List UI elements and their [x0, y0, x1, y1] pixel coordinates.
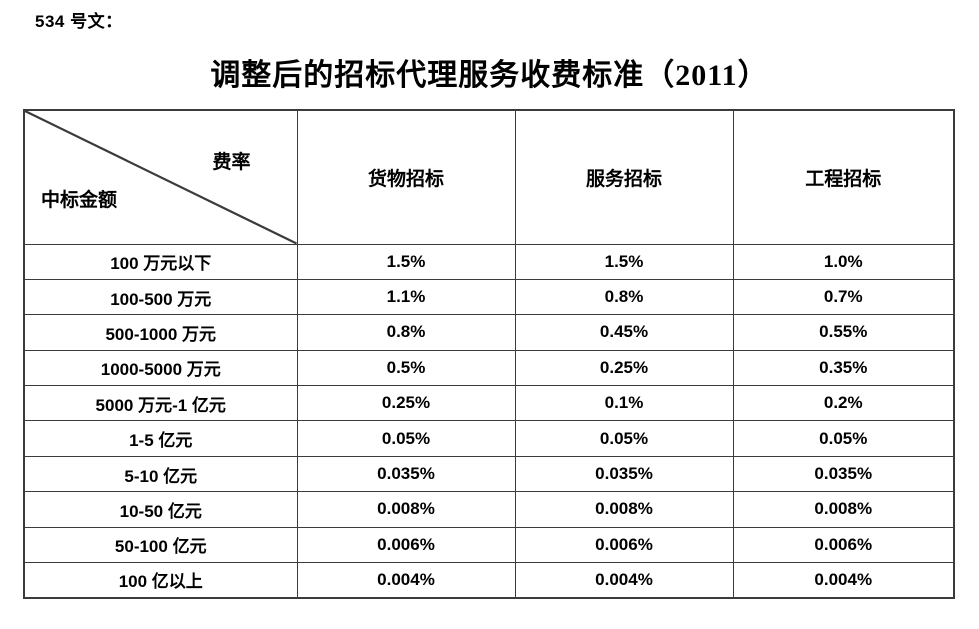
table-row: 500-1000 万元 0.8% 0.45% 0.55%	[23, 314, 955, 351]
rate-cell: 0.05%	[514, 420, 734, 457]
rate-cell: 0.035%	[514, 455, 734, 493]
rate-cell: 0.004%	[296, 562, 516, 599]
row-label: 1-5 亿元	[23, 420, 298, 457]
rate-cell: 0.05%	[296, 420, 516, 457]
corner-header-cell: 费率 中标金额	[23, 109, 298, 245]
rate-cell: 0.25%	[296, 385, 516, 422]
table-body: 100 万元以下 1.5% 1.5% 1.0% 100-500 万元 1.1% …	[23, 243, 955, 599]
corner-rate-label: 费率	[212, 152, 251, 173]
rate-cell: 0.008%	[514, 491, 734, 528]
rate-cell: 0.035%	[732, 455, 955, 493]
row-label: 5000 万元-1 亿元	[23, 385, 298, 422]
corner-amount-label: 中标金额	[41, 189, 118, 211]
rate-cell: 0.004%	[732, 562, 955, 599]
rate-cell: 0.7%	[732, 278, 955, 316]
row-label: 100 万元以下	[23, 243, 298, 280]
row-label: 50-100 亿元	[23, 526, 298, 564]
table-row: 5000 万元-1 亿元 0.25% 0.1% 0.2%	[23, 385, 955, 422]
column-header-engineering: 工程招标	[732, 109, 955, 245]
rate-cell: 1.0%	[732, 243, 955, 280]
rate-cell: 0.035%	[296, 455, 516, 493]
rate-cell: 0.006%	[732, 526, 955, 564]
rate-cell: 1.1%	[296, 278, 516, 316]
table-row: 100 万元以下 1.5% 1.5% 1.0%	[23, 243, 955, 280]
rate-cell: 0.8%	[296, 314, 516, 351]
rate-cell: 0.55%	[732, 314, 955, 351]
table-row: 1000-5000 万元 0.5% 0.25% 0.35%	[23, 349, 955, 387]
table-row: 5-10 亿元 0.035% 0.035% 0.035%	[23, 455, 955, 493]
row-label: 100-500 万元	[23, 278, 298, 316]
rate-cell: 0.004%	[514, 562, 734, 599]
row-label: 100 亿以上	[23, 562, 298, 599]
table-row: 100-500 万元 1.1% 0.8% 0.7%	[23, 278, 955, 316]
rate-cell: 1.5%	[514, 243, 734, 280]
table-row: 100 亿以上 0.004% 0.004% 0.004%	[23, 562, 955, 599]
column-header-services: 服务招标	[514, 109, 734, 245]
doc-number-label: 534 号文：	[35, 12, 123, 31]
rate-cell: 0.1%	[514, 385, 734, 422]
rate-cell: 0.008%	[732, 491, 955, 528]
header-row: 费率 中标金额 货物招标 服务招标 工程招标	[23, 109, 955, 245]
table-header: 费率 中标金额 货物招标 服务招标 工程招标	[23, 109, 955, 245]
rate-cell: 0.006%	[296, 526, 516, 564]
rate-cell: 0.008%	[296, 491, 516, 528]
row-label: 5-10 亿元	[23, 455, 298, 493]
table-row: 50-100 亿元 0.006% 0.006% 0.006%	[23, 526, 955, 564]
rate-cell: 0.45%	[514, 314, 734, 351]
rate-cell: 0.006%	[514, 526, 734, 564]
rate-cell: 0.05%	[732, 420, 955, 457]
row-label: 10-50 亿元	[23, 491, 298, 528]
diagonal-divider-line	[25, 111, 296, 243]
rate-cell: 0.8%	[514, 278, 734, 316]
column-header-goods: 货物招标	[296, 109, 516, 245]
rate-cell: 0.2%	[732, 385, 955, 422]
rate-cell: 0.5%	[296, 349, 516, 387]
row-label: 500-1000 万元	[23, 314, 298, 351]
row-label: 1000-5000 万元	[23, 349, 298, 387]
rate-cell: 0.25%	[514, 349, 734, 387]
page-title: 调整后的招标代理服务收费标准（2011）	[210, 59, 769, 92]
table-row: 1-5 亿元 0.05% 0.05% 0.05%	[23, 420, 955, 457]
rate-cell: 1.5%	[296, 243, 516, 280]
table-row: 10-50 亿元 0.008% 0.008% 0.008%	[23, 491, 955, 528]
fee-standard-table: 费率 中标金额 货物招标 服务招标 工程招标 100 万元以下 1.5% 1.5…	[23, 109, 955, 599]
rate-cell: 0.35%	[732, 349, 955, 387]
